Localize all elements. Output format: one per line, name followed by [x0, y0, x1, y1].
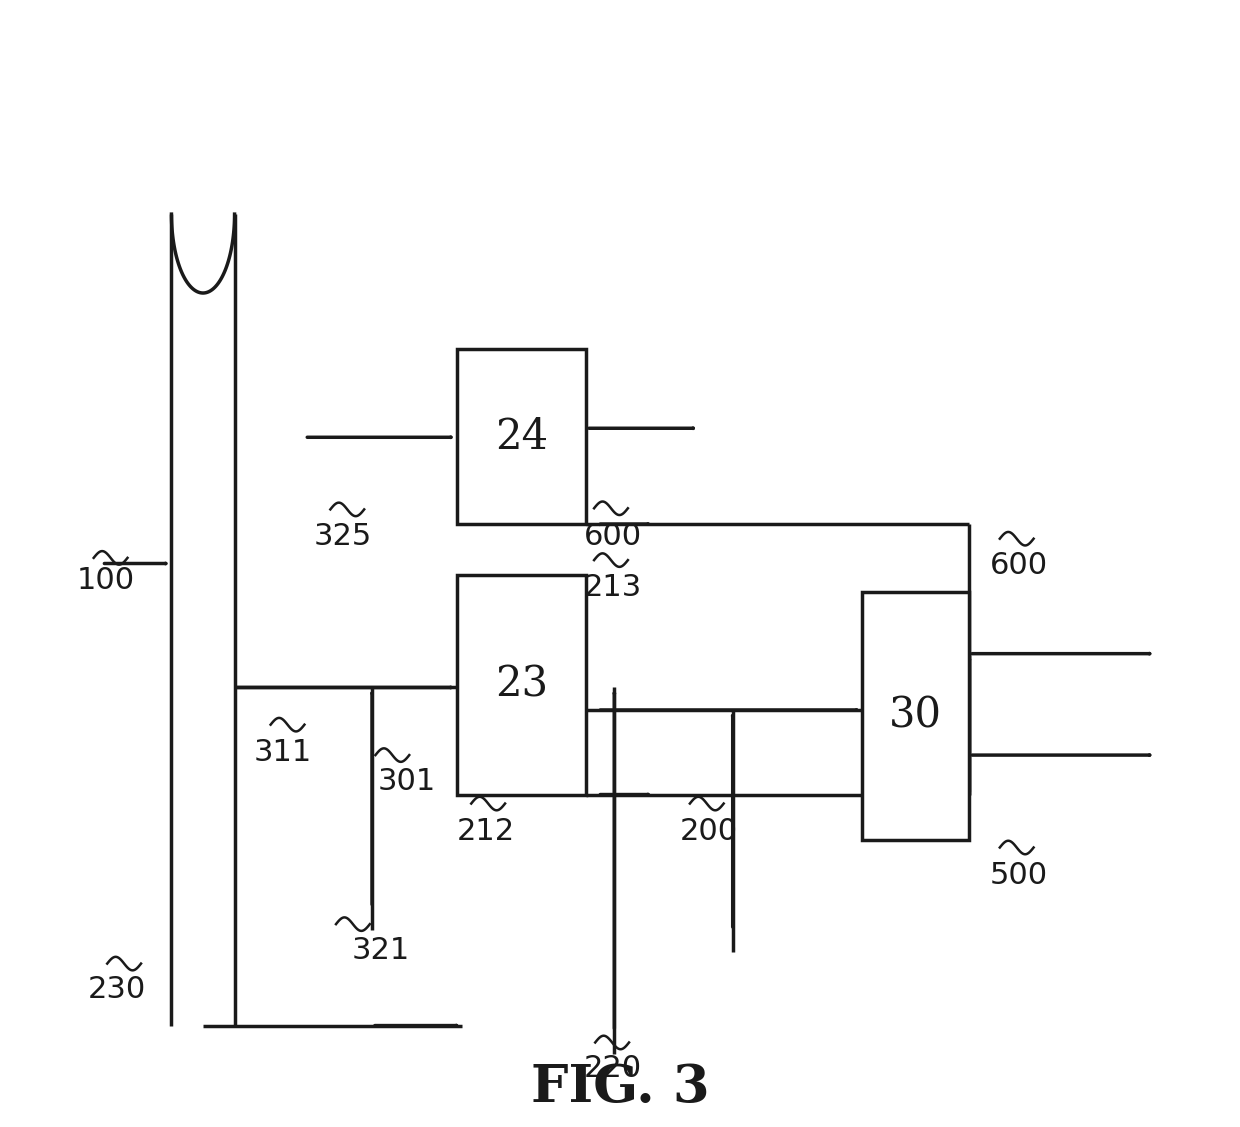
- Text: 30: 30: [889, 694, 942, 737]
- Text: 311: 311: [254, 738, 312, 767]
- Text: 230: 230: [88, 975, 146, 1004]
- FancyBboxPatch shape: [456, 575, 587, 795]
- Text: 23: 23: [495, 664, 548, 706]
- Text: 301: 301: [378, 766, 436, 796]
- Text: 220: 220: [584, 1054, 642, 1083]
- Text: 24: 24: [495, 416, 548, 458]
- Text: 212: 212: [456, 817, 515, 846]
- FancyBboxPatch shape: [456, 349, 587, 524]
- Text: 100: 100: [77, 566, 135, 595]
- FancyBboxPatch shape: [862, 592, 970, 840]
- Text: 200: 200: [680, 817, 738, 846]
- Text: FIG. 3: FIG. 3: [531, 1062, 709, 1113]
- Text: 213: 213: [584, 573, 642, 602]
- Text: 500: 500: [990, 861, 1048, 890]
- Text: 325: 325: [314, 522, 372, 551]
- Text: 321: 321: [352, 935, 410, 965]
- Text: 600: 600: [990, 551, 1048, 580]
- Text: 600: 600: [584, 522, 642, 551]
